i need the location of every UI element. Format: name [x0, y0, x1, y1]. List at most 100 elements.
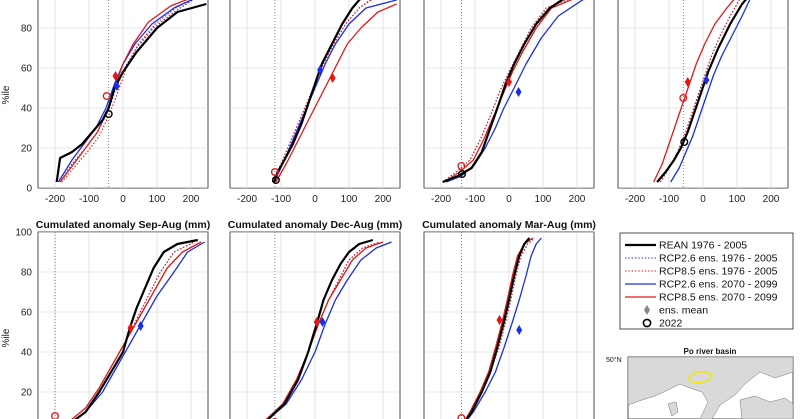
- panel-title: Cumulated anomaly Dec-Aug (mm): [228, 219, 402, 231]
- panel-bottom-3: Cumulated anomaly Mar-Aug (mm): [422, 219, 596, 419]
- ens-mean-marker: [113, 81, 120, 91]
- y-tick-label: 40: [21, 104, 33, 115]
- series-rcp26_fut: [670, 0, 751, 183]
- series-rcp26_fut: [467, 237, 542, 419]
- legend-item: RCP2.6 ens. 1976 - 2005: [625, 253, 778, 265]
- legend-label: REAN 1976 - 2005: [659, 240, 747, 252]
- grid: [38, 0, 208, 188]
- map-land: [627, 356, 794, 419]
- panel-title: Cumulated anomaly Sep-Aug (mm): [36, 219, 210, 231]
- x-tick-label: 200: [375, 194, 392, 205]
- y-axis-label: %ile: [1, 328, 12, 347]
- legend-item: RCP8.5 ens. 1976 - 2005: [625, 266, 778, 278]
- series-rean: [442, 0, 565, 184]
- map-lat-label: 50°N: [606, 356, 622, 364]
- x-tick-label: 100: [535, 194, 552, 205]
- x-tick-label: -200: [431, 194, 451, 205]
- legend-diamond-swatch: [644, 305, 650, 315]
- marker-2022: [51, 412, 59, 419]
- legend-item: REAN 1976 - 2005: [625, 240, 747, 252]
- map-island-land: [667, 401, 679, 417]
- series-rcp85_hist: [442, 0, 569, 183]
- legend-label: RCP8.5 ens. 2070 - 2099: [659, 292, 778, 304]
- x-tick-label: -100: [271, 194, 291, 205]
- legend-label: RCP2.6 ens. 2070 - 2099: [659, 279, 778, 291]
- legend-item: ens. mean: [644, 305, 708, 317]
- x-tick-label: -100: [465, 194, 485, 205]
- legend-circle-swatch: [642, 318, 652, 328]
- x-tick-label: -100: [659, 194, 679, 205]
- ens-mean-marker: [684, 77, 691, 87]
- x-tick-label: 200: [183, 194, 200, 205]
- grid: [424, 0, 594, 188]
- y-tick-label: 60: [21, 308, 33, 319]
- marker-2022: [271, 175, 280, 184]
- y-tick-label: 40: [21, 348, 33, 359]
- marker-2022: [270, 167, 279, 176]
- legend-item: RCP2.6 ens. 2070 - 2099: [625, 279, 778, 291]
- legend-label: ens. mean: [659, 305, 708, 317]
- y-tick-label: 100: [15, 228, 32, 239]
- y-tick-label: 80: [21, 24, 33, 35]
- marker-2022: [680, 137, 689, 146]
- x-tick-label: 100: [341, 194, 358, 205]
- map-balkans-land: [739, 395, 794, 419]
- ens-mean-marker: [313, 317, 320, 327]
- x-tick-label: 200: [763, 194, 780, 205]
- x-tick-label: 0: [700, 194, 706, 205]
- marker-2022: [457, 414, 466, 419]
- x-tick-label: -100: [79, 194, 99, 205]
- x-tick-label: -200: [45, 194, 65, 205]
- x-tick-label: 0: [506, 194, 512, 205]
- panel-bottom-1: 20 40 60 80 100 %ile Cumulated anomaly Sep-Aug…: [1, 219, 210, 419]
- ens-mean-marker: [112, 71, 119, 81]
- x-tick-label: 0: [312, 194, 318, 205]
- series-rcp26_fut: [57, 0, 193, 183]
- panel-bottom-2: Cumulated anomaly Dec-Aug (mm): [228, 219, 402, 419]
- panel-top-4: -200 -100 0 100 200: [617, 0, 789, 205]
- marker-2022: [458, 169, 467, 178]
- series-rean: [266, 238, 374, 419]
- series-rean: [55, 2, 207, 183]
- ens-mean-marker: [137, 321, 144, 331]
- legend-label: RCP2.6 ens. 1976 - 2005: [659, 253, 778, 265]
- po-basin-map: Po river basin 50°N: [606, 347, 794, 419]
- y-tick-label: 80: [21, 268, 33, 279]
- y-tick-label: 60: [21, 64, 33, 75]
- marker-2022: [102, 91, 111, 100]
- x-tick-label: 0: [120, 194, 126, 205]
- marker-2022: [679, 93, 688, 102]
- ens-mean-marker: [317, 65, 324, 75]
- series-rcp85_fut: [275, 3, 397, 183]
- marker-2022: [104, 109, 113, 118]
- ens-mean-marker: [127, 323, 134, 333]
- ens-mean-marker: [703, 75, 710, 85]
- ens-mean-marker: [516, 325, 523, 335]
- marker-2022: [457, 161, 466, 170]
- x-tick-label: 100: [149, 194, 166, 205]
- series-rean: [465, 237, 531, 419]
- y-tick-label: 20: [21, 388, 33, 399]
- legend-label: 2022: [659, 318, 683, 330]
- ens-mean-marker: [329, 73, 336, 83]
- grid: [230, 232, 400, 419]
- series-rcp85_hist: [660, 0, 740, 183]
- panel-top-1: -200 -100 0 100 200 0 20 40 60 80 %ile: [1, 0, 209, 205]
- legend-label: RCP8.5 ens. 1976 - 2005: [659, 266, 778, 278]
- map-europe-land: [627, 356, 794, 419]
- ens-mean-marker: [506, 77, 512, 87]
- ens-mean-marker: [515, 87, 522, 97]
- grid: [230, 0, 400, 188]
- y-axis-label: %ile: [1, 85, 12, 104]
- panel-title: Cumulated anomaly Mar-Aug (mm): [422, 219, 596, 231]
- grid: [424, 232, 594, 419]
- x-tick-label: 200: [569, 194, 586, 205]
- legend-item: RCP8.5 ens. 2070 - 2099: [625, 292, 778, 304]
- series-rean: [273, 0, 361, 183]
- x-tick-label: -200: [237, 194, 257, 205]
- panel-top-2: -200 -100 0 100 200: [229, 0, 401, 205]
- po-basin-outline: [686, 371, 713, 384]
- x-tick-label: 100: [729, 194, 746, 205]
